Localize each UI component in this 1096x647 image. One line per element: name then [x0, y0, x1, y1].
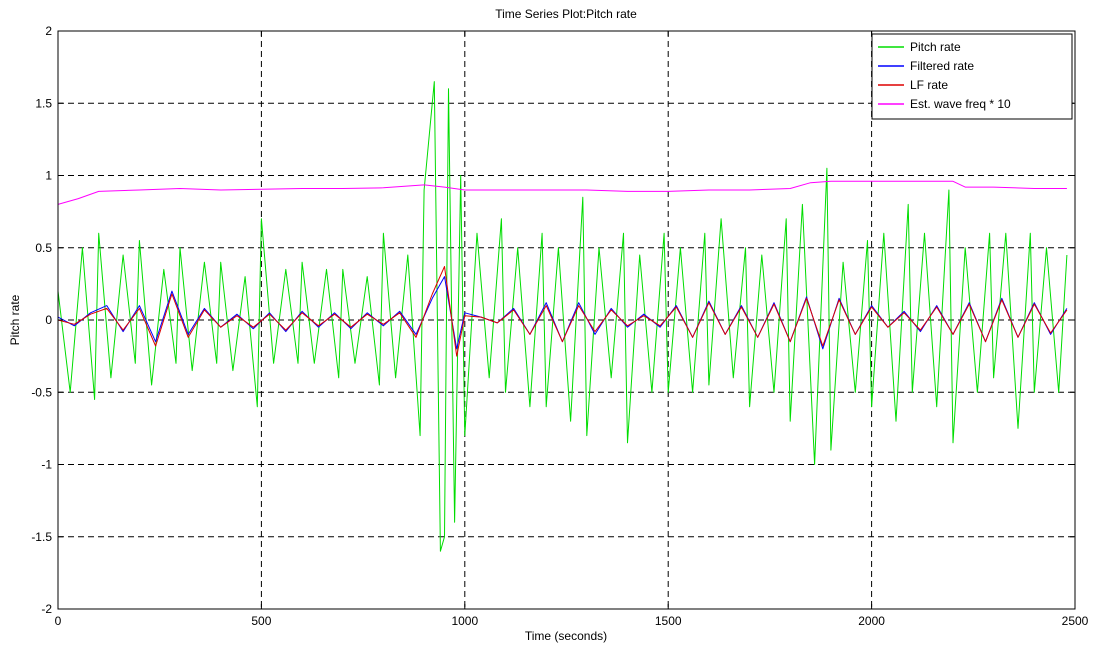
x-tick-label: 0: [55, 614, 62, 628]
series-line-pitch-rate: [57, 81, 1068, 552]
legend-label-lf-rate: LF rate: [910, 78, 948, 92]
legend-label-filtered-rate: Filtered rate: [910, 59, 974, 73]
y-tick-label: -2: [41, 602, 52, 616]
x-tick-label: 2500: [1062, 614, 1089, 628]
x-axis-label: Time (seconds): [525, 629, 607, 643]
plot-area: 0 500 1000 1500 2000 2500 -2 -1.5 -1 -0.5 0 0.5 1 1.5…: [31, 24, 1088, 628]
y-tick-label: -1: [41, 458, 52, 472]
legend: Pitch rate Filtered rate LF rate Est. wave …: [871, 33, 1073, 120]
series-lines: [57, 81, 1068, 552]
series-line-filtered-rate: [57, 276, 1068, 350]
chart-title: Time Series Plot:Pitch rate: [495, 7, 637, 21]
legend-label-est-wave-freq-10: Est. wave freq * 10: [910, 97, 1011, 111]
y-tick-label: 0.5: [35, 241, 52, 255]
y-tick-label: 1: [45, 169, 52, 183]
y-tick-label: 2: [45, 24, 52, 38]
x-tick-label: 1000: [451, 614, 478, 628]
y-tick-label: 0: [45, 313, 52, 327]
legend-label-pitch-rate: Pitch rate: [910, 40, 961, 54]
series-line-lf-rate: [57, 266, 1068, 357]
y-tick-label: -1.5: [31, 530, 52, 544]
grid-lines: [58, 31, 1075, 609]
x-tick-label: 1500: [655, 614, 682, 628]
axis-ticks: 0 500 1000 1500 2000 2500 -2 -1.5 -1 -0.5 0 0.5 1 1.5…: [31, 24, 1088, 628]
y-axis-label: Pitch rate: [8, 294, 22, 345]
x-tick-label: 2000: [858, 614, 885, 628]
y-tick-label: -0.5: [31, 385, 52, 399]
x-tick-label: 500: [251, 614, 271, 628]
series-line-est-wave-freq-10: [57, 180, 1067, 205]
y-tick-label: 1.5: [35, 96, 52, 110]
legend-box: [871, 33, 1073, 120]
